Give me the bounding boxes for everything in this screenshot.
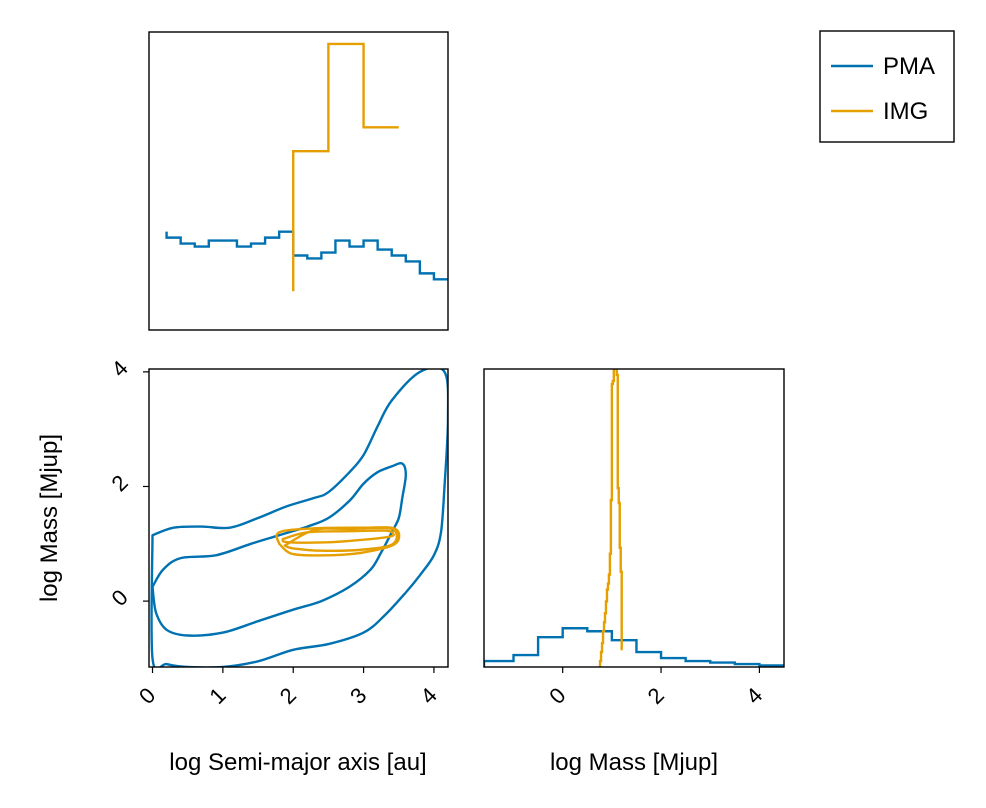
legend: PMA IMG (819, 30, 955, 143)
joint-panel: 0 1 2 3 4 0 2 4 log Semi-major axis [au] log M… (36, 355, 449, 776)
hist-b-frame (483, 368, 785, 668)
joint-pma-contour-1 (150, 369, 448, 667)
joint-ylabel: log Mass [Mjup] (36, 434, 63, 602)
joint-img-contour-1 (281, 529, 395, 544)
joint-frame (148, 368, 449, 668)
joint-pma-contour-2 (151, 462, 407, 637)
joint-xtick-label-2: 2 (275, 683, 301, 709)
hist-b-img-step-line (598, 369, 623, 667)
joint-ytick-label-4: 4 (107, 355, 133, 381)
hist-a-pma-step-line (165, 230, 448, 281)
hist-b-xtick-label-4: 4 (741, 683, 767, 709)
joint-ytick-label-0: 0 (107, 585, 133, 611)
joint-xtick-label-4: 4 (415, 683, 441, 709)
hist-b-xtick-label-0: 0 (544, 683, 570, 709)
hist-b-xtick-label-2: 2 (643, 683, 669, 709)
joint-img-contour-3 (275, 526, 401, 557)
legend-box (819, 30, 955, 143)
hist-a-frame (148, 31, 449, 331)
legend-label-img: IMG (883, 98, 928, 125)
joint-xlabel: log Semi-major axis [au] (169, 749, 426, 776)
hist-a-panel (148, 31, 449, 331)
joint-xtick-label-1: 1 (204, 683, 230, 709)
hist-b-xlabel: log Mass [Mjup] (550, 749, 718, 776)
hist-b-panel: 0 2 4 log Mass [Mjup] (483, 368, 785, 776)
hist-b-pma-step-line (484, 627, 784, 667)
legend-label-pma: PMA (883, 53, 935, 80)
joint-xtick-label-3: 3 (345, 683, 371, 709)
joint-xtick-label-0: 0 (134, 683, 160, 709)
hist-a-img-step-line (292, 42, 399, 292)
joint-ytick-label-2: 2 (107, 470, 133, 496)
